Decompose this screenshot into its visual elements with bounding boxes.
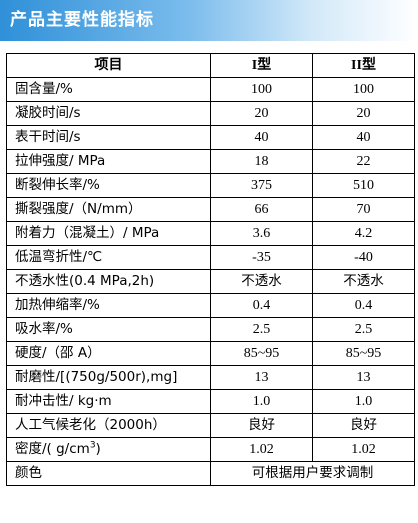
row-type1-value: 不透水: [210, 269, 313, 294]
row-type2-value: 40: [312, 125, 415, 150]
row-type1-value: 18: [210, 149, 313, 174]
row-type1-value: 66: [210, 197, 313, 222]
row-name: 拉伸强度/ MPa: [6, 149, 211, 174]
column-header-type1: I型: [210, 53, 313, 78]
row-type2-value: 良好: [312, 413, 415, 438]
density-label-suffix: ): [95, 441, 101, 457]
title-banner: 产品主要性能指标: [0, 0, 418, 41]
row-name-color: 颜色: [6, 461, 211, 486]
row-type1-value: -35: [210, 245, 313, 270]
row-type1-value: 40: [210, 125, 313, 150]
row-type2-value: 13: [312, 365, 415, 390]
row-type2-value: -40: [312, 245, 415, 270]
table-row-0: 固含量/% 100 100: [6, 77, 415, 102]
row-type2-value: 20: [312, 101, 415, 126]
table-row-6: 附着力（混凝土）/ MPa 3.6 4.2: [6, 221, 415, 246]
row-type1-value: 13: [210, 365, 313, 390]
spec-table: 项目 I型 II型 固含量/% 100 100 凝胶时间/s 20 20 表干时间/s 4…: [6, 53, 415, 486]
row-name: 低温弯折性/℃: [6, 245, 211, 270]
row-name: 凝胶时间/s: [6, 101, 211, 126]
row-name: 人工气候老化（2000h）: [6, 413, 211, 438]
row-type2-value: 4.2: [312, 221, 415, 246]
row-name: 表干时间/s: [6, 125, 211, 150]
table-row-4: 断裂伸长率/% 375 510: [6, 173, 415, 198]
row-name: 耐磨性/[(750g/500r),mg]: [6, 365, 211, 390]
row-type1-value: 100: [210, 77, 313, 102]
row-type2-value: 70: [312, 197, 415, 222]
table-row-1: 凝胶时间/s 20 20: [6, 101, 415, 126]
row-name: 撕裂强度/（N/mm）: [6, 197, 211, 222]
column-header-type2: II型: [312, 53, 415, 78]
row-name: 附着力（混凝土）/ MPa: [6, 221, 211, 246]
page-title: 产品主要性能指标: [10, 10, 154, 30]
row-name-density: 密度/( g/cm3): [6, 437, 211, 462]
table-row-8: 不透水性(0.4 MPa,2h) 不透水 不透水: [6, 269, 415, 294]
table-row-10: 吸水率/% 2.5 2.5: [6, 317, 415, 342]
table-row-9: 加热伸缩率/% 0.4 0.4: [6, 293, 415, 318]
table-row-5: 撕裂强度/（N/mm） 66 70: [6, 197, 415, 222]
table-row-11: 硬度/（邵 A） 85~95 85~95: [6, 341, 415, 366]
row-type1-value: 0.4: [210, 293, 313, 318]
row-type1-value: 85~95: [210, 341, 313, 366]
table-row-14: 人工气候老化（2000h） 良好 良好: [6, 413, 415, 438]
row-type2-value: 1.0: [312, 389, 415, 414]
table-row-density: 密度/( g/cm3) 1.02 1.02: [6, 437, 415, 462]
row-name: 耐冲击性/ kg·m: [6, 389, 211, 414]
row-type1-value: 1.0: [210, 389, 313, 414]
table-row-12: 耐磨性/[(750g/500r),mg] 13 13: [6, 365, 415, 390]
row-name: 吸水率/%: [6, 317, 211, 342]
row-type1-value: 良好: [210, 413, 313, 438]
row-type1-value: 2.5: [210, 317, 313, 342]
row-type1-value: 3.6: [210, 221, 313, 246]
table-row-3: 拉伸强度/ MPa 18 22: [6, 149, 415, 174]
table-header-row: 项目 I型 II型: [6, 53, 415, 78]
table-row-2: 表干时间/s 40 40: [6, 125, 415, 150]
row-name: 硬度/（邵 A）: [6, 341, 211, 366]
row-name: 断裂伸长率/%: [6, 173, 211, 198]
color-value: 可根据用户要求调制: [210, 461, 415, 486]
row-type2-value: 1.02: [312, 437, 415, 462]
table-row-7: 低温弯折性/℃ -35 -40: [6, 245, 415, 270]
row-type2-value: 85~95: [312, 341, 415, 366]
row-type1-value: 375: [210, 173, 313, 198]
row-type2-value: 不透水: [312, 269, 415, 294]
density-label-superscript: 3: [89, 440, 96, 451]
row-name: 不透水性(0.4 MPa,2h): [6, 269, 211, 294]
table-row-13: 耐冲击性/ kg·m 1.0 1.0: [6, 389, 415, 414]
row-name: 加热伸缩率/%: [6, 293, 211, 318]
row-type1-value: 20: [210, 101, 313, 126]
row-type2-value: 22: [312, 149, 415, 174]
density-label-prefix: 密度/( g/cm: [15, 441, 90, 457]
table-row-color: 颜色 可根据用户要求调制: [6, 461, 415, 486]
column-header-item: 项目: [6, 53, 211, 78]
row-type1-value: 1.02: [210, 437, 313, 462]
row-type2-value: 2.5: [312, 317, 415, 342]
row-type2-value: 510: [312, 173, 415, 198]
row-type2-value: 100: [312, 77, 415, 102]
row-name: 固含量/%: [6, 77, 211, 102]
row-type2-value: 0.4: [312, 293, 415, 318]
